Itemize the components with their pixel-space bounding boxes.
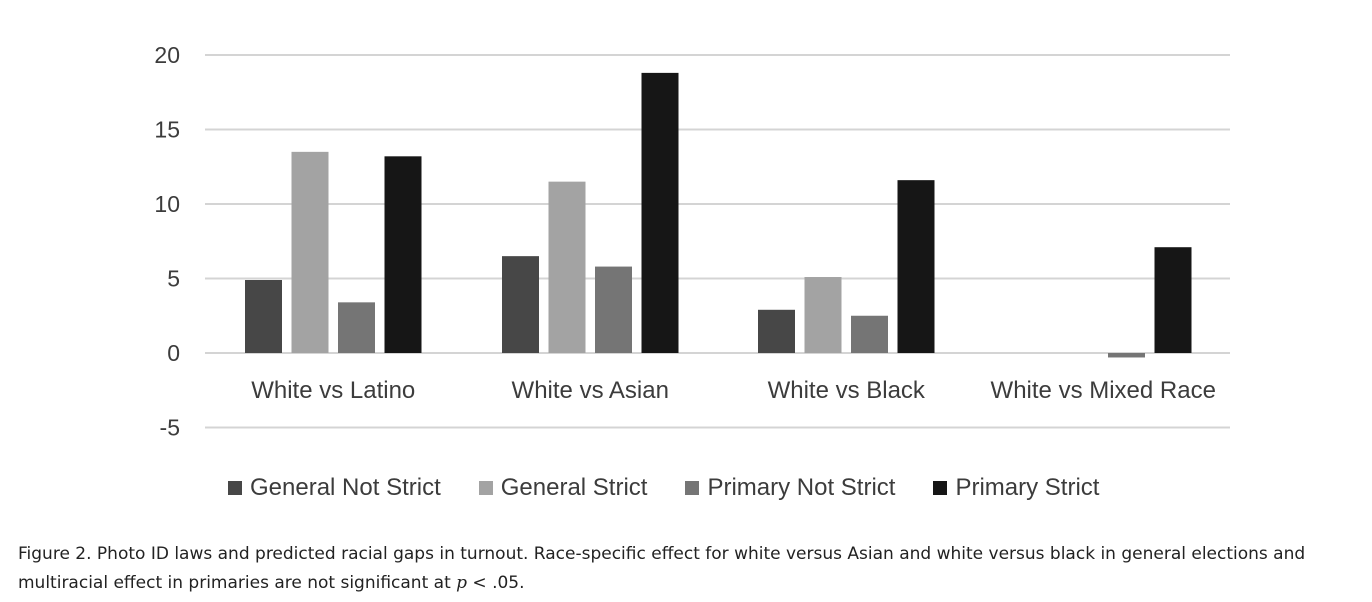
x-category-label: White vs Asian	[512, 377, 669, 404]
y-axis-ticks: 20 15 10 5 0 -5	[154, 42, 180, 441]
x-category-label: White vs Mixed Race	[991, 377, 1216, 404]
legend-label: General Not Strict	[250, 474, 441, 501]
bar	[851, 315, 888, 353]
bar	[384, 156, 422, 353]
bar	[758, 309, 795, 353]
bar	[291, 151, 329, 353]
caption-p-variable: p	[456, 573, 468, 593]
legend-swatch	[228, 481, 242, 495]
bar	[1154, 247, 1192, 353]
legend-label: General Strict	[500, 474, 648, 501]
y-tick-label: 15	[154, 117, 180, 143]
y-tick-label: -5	[160, 415, 180, 441]
legend-label: Primary Strict	[955, 474, 1100, 501]
bar-chart: 20 15 10 5 0 -5 White vs Latino White vs Asian…	[154, 42, 1230, 441]
bar	[1108, 353, 1145, 358]
figure-caption: Figure 2. Photo ID laws and predicted ra…	[18, 540, 1363, 598]
bar	[548, 181, 586, 353]
legend-item: General Not Strict	[228, 474, 441, 502]
bar	[595, 266, 632, 353]
legend-item: Primary Strict	[933, 474, 1099, 502]
y-tick-label: 10	[154, 191, 180, 217]
x-category-label: White vs Latino	[251, 377, 415, 404]
bar	[897, 180, 935, 353]
bars	[245, 72, 1192, 358]
bar	[338, 302, 375, 353]
x-axis-categories: White vs Latino White vs Asian White vs Bl…	[251, 377, 1216, 404]
legend-swatch	[685, 481, 700, 495]
legend: General Not Strict General Strict Primary …	[228, 474, 1137, 502]
y-tick-label: 5	[167, 266, 180, 292]
y-tick-label: 20	[154, 42, 180, 68]
legend-item: Primary Not Strict	[685, 474, 895, 502]
caption-line-2-end: < .05.	[467, 573, 525, 593]
legend-item: General Strict	[478, 474, 648, 502]
caption-line-1: Figure 2. Photo ID laws and predicted ra…	[18, 544, 1306, 564]
bar	[641, 72, 679, 353]
bar	[804, 277, 842, 353]
caption-line-2-start: multiracial effect in primaries are not …	[18, 573, 457, 593]
legend-label: Primary Not Strict	[707, 474, 896, 501]
x-category-label: White vs Black	[768, 377, 926, 404]
legend-swatch	[478, 481, 493, 495]
legend-swatch	[933, 481, 948, 495]
bar	[502, 256, 539, 353]
caption-line-2: multiracial effect in primaries are not …	[18, 569, 1363, 598]
y-tick-label: 0	[167, 340, 180, 366]
bar	[245, 279, 282, 353]
gridlines	[205, 54, 1230, 429]
